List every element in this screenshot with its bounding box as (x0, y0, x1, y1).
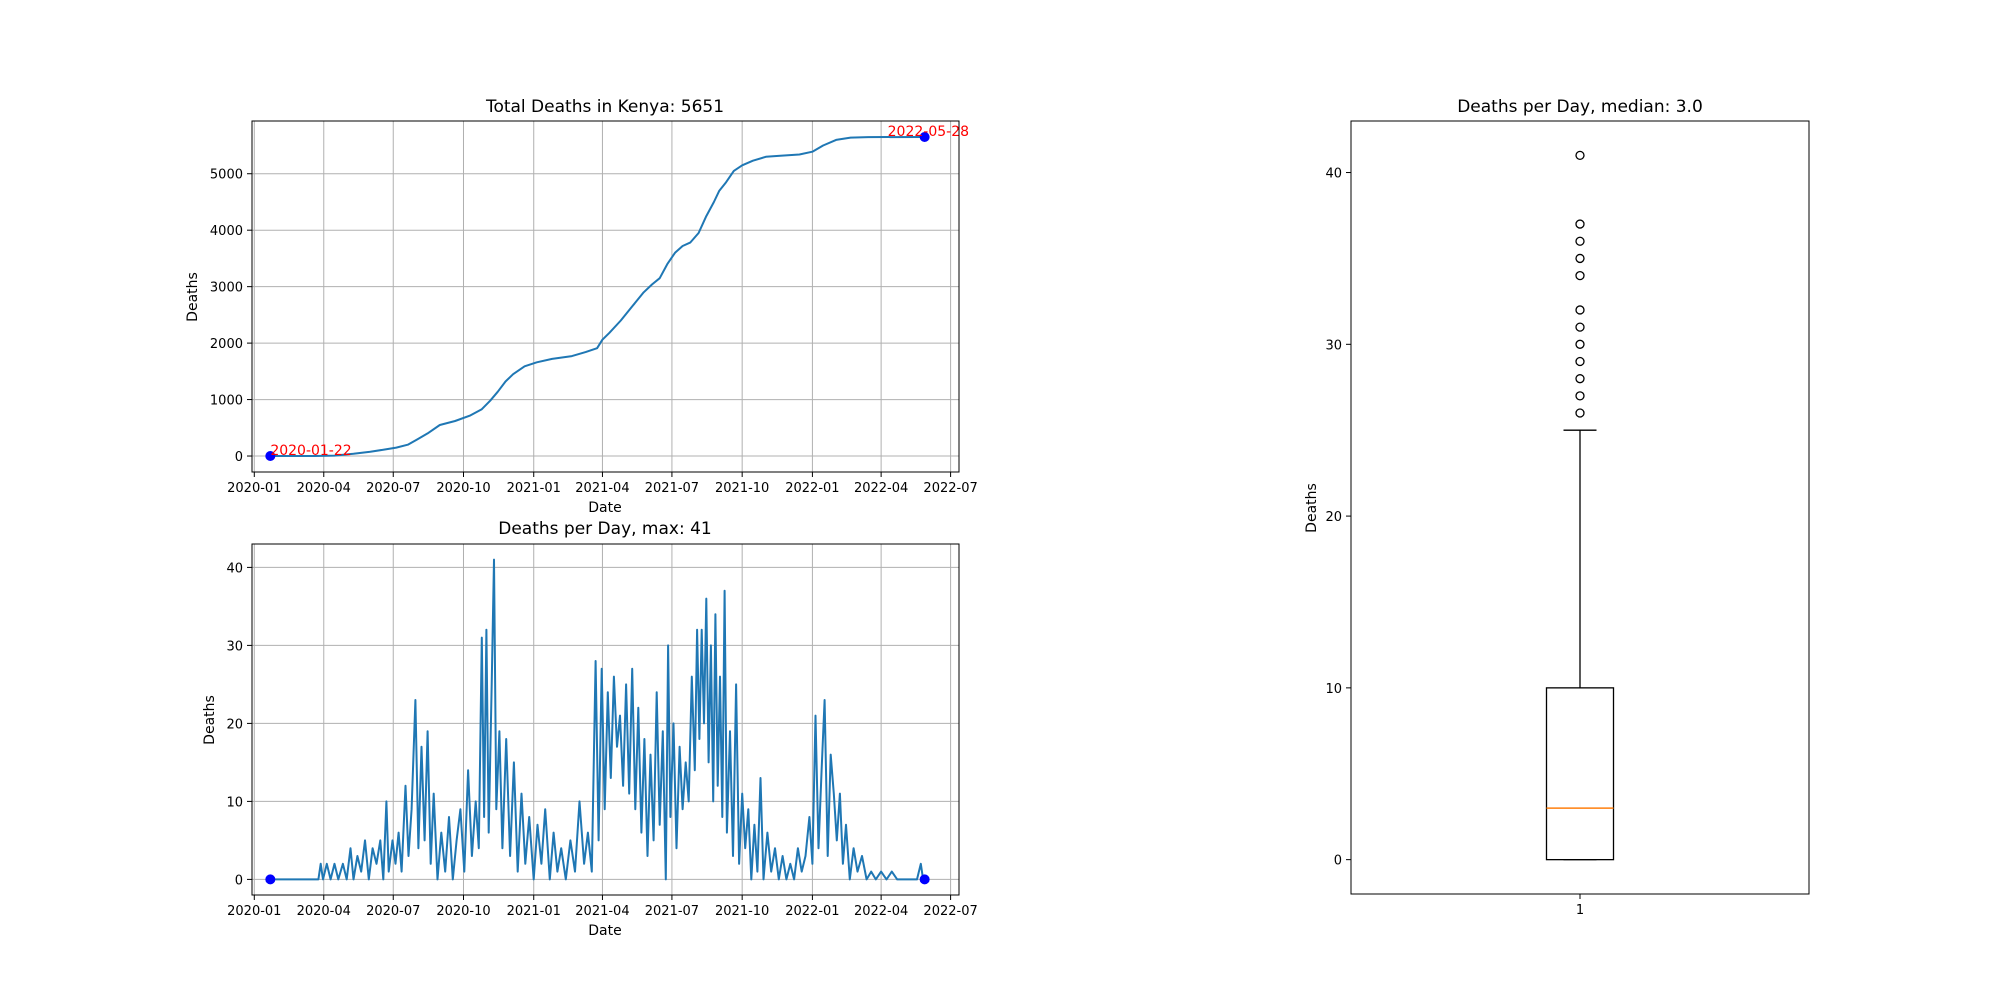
outlier-point (1575, 253, 1585, 264)
x-tick-label: 1 (1576, 903, 1584, 918)
x-tick-label: 2020-07 (366, 904, 420, 919)
y-tick-layer: 0 10 20 30 40 (1325, 167, 1351, 869)
outlier-point (1575, 374, 1585, 384)
outlier-point (1575, 219, 1585, 229)
y-tick-label: 30 (1325, 338, 1342, 353)
chart-title: Deaths per Day, median: 3.0 (1457, 97, 1703, 117)
x-tick-label: 2020-01 (227, 904, 281, 919)
y-tick-label: 0 (235, 873, 243, 888)
outlier-point (1575, 236, 1585, 246)
x-tick-label: 2021-04 (575, 904, 629, 919)
x-tick-label: 2022-01 (785, 481, 839, 496)
outlier-point (1575, 270, 1585, 281)
x-tick-label: 2020-04 (297, 481, 351, 496)
x-axis-label: Date (588, 500, 621, 516)
y-tick-label: 40 (226, 561, 243, 576)
y-tick-label: 2000 (210, 337, 243, 352)
chart-title: Deaths per Day, max: 41 (498, 519, 712, 539)
y-tick-label: 3000 (210, 281, 243, 296)
y-tick-layer: 0 10 20 30 40 (226, 561, 252, 888)
x-tick-label: 2020-01 (227, 481, 281, 496)
x-tick-label: 2022-04 (854, 904, 908, 919)
deaths-boxplot-chart: Deaths per Day, median: 3.0 1 010203040 … (1304, 97, 1810, 918)
total-deaths-chart: Total Deaths in Kenya: 5651 2020-01-2220… (185, 97, 978, 516)
x-tick-label: 2020-10 (436, 481, 490, 496)
y-tick-label: 10 (226, 795, 243, 810)
y-tick-layer: 0 1000 2000 3000 4000 5000 (210, 168, 252, 465)
x-tick-label: 2020-07 (366, 481, 420, 496)
outlier-point (1575, 322, 1585, 332)
y-tick-label: 4000 (210, 224, 243, 239)
y-tick-label: 0 (235, 450, 243, 465)
series-line (270, 558, 925, 881)
grid-layer (252, 544, 959, 895)
outlier-point (1575, 356, 1585, 367)
marker-layer (265, 874, 930, 885)
x-tick-label: 2020-04 (297, 904, 351, 919)
outlier-point (1575, 408, 1585, 418)
y-tick-label: 30 (226, 639, 243, 654)
outlier-point (1575, 391, 1585, 401)
x-tick-label: 2022-07 (923, 481, 977, 496)
x-tick-label: 2022-07 (923, 904, 977, 919)
endpoint-marker (265, 451, 276, 462)
iqr-box (1545, 687, 1615, 861)
x-tick-layer: 2020-01 2020-04 2020-07 2020-10 2021-01 2021-… (227, 472, 978, 496)
series-layer (270, 136, 925, 457)
series-line (270, 136, 925, 457)
y-tick-label: 1000 (210, 394, 243, 409)
y-tick-label: 40 (1325, 167, 1342, 182)
outlier-point (1575, 150, 1585, 161)
y-axis-label: Deaths (185, 272, 201, 322)
grid-layer (252, 121, 959, 472)
x-tick-label: 2022-04 (854, 481, 908, 496)
y-tick-label: 5000 (210, 168, 243, 183)
box-layer (1545, 150, 1615, 861)
y-tick-label: 20 (1325, 510, 1342, 525)
marker-layer: 2020-01-22 2022-05-28 (265, 124, 969, 462)
outlier-point (1575, 339, 1585, 349)
x-tick-label: 2021-01 (507, 481, 561, 496)
date-annotation: 2020-01-22 (270, 443, 351, 459)
x-tick-label: 2021-07 (645, 481, 699, 496)
plot-frame (251, 120, 960, 473)
date-annotation: 2022-05-28 (888, 124, 969, 140)
chart-title: Total Deaths in Kenya: 5651 (485, 97, 724, 117)
endpoint-marker (919, 131, 930, 142)
y-tick-label: 0 (1334, 854, 1342, 869)
outlier-point (1575, 305, 1585, 315)
x-tick-layer: 2020-01 2020-04 2020-07 2020-10 2021-01 2021-… (227, 895, 978, 919)
x-tick-label: 2021-04 (575, 481, 629, 496)
y-tick-label: 10 (1325, 682, 1342, 697)
x-tick-label: 2021-07 (645, 904, 699, 919)
y-tick-label: 20 (226, 717, 243, 732)
x-tick-label: 2020-10 (436, 904, 490, 919)
y-axis-label: Deaths (202, 695, 218, 745)
daily-deaths-chart: Deaths per Day, max: 41 2020-01 2020-04 20… (202, 519, 978, 939)
x-tick-label: 2021-10 (715, 481, 769, 496)
endpoint-marker (265, 874, 276, 885)
series-layer (270, 558, 925, 881)
endpoint-marker (919, 874, 930, 885)
x-axis-label: Date (588, 923, 621, 939)
y-axis-label: Deaths (1304, 483, 1320, 533)
x-tick-label: 2022-01 (785, 904, 839, 919)
x-tick-label: 2021-10 (715, 904, 769, 919)
x-tick-label: 2021-01 (507, 904, 561, 919)
plot-frame (251, 543, 960, 896)
x-tick-layer: 1 (1576, 894, 1584, 918)
